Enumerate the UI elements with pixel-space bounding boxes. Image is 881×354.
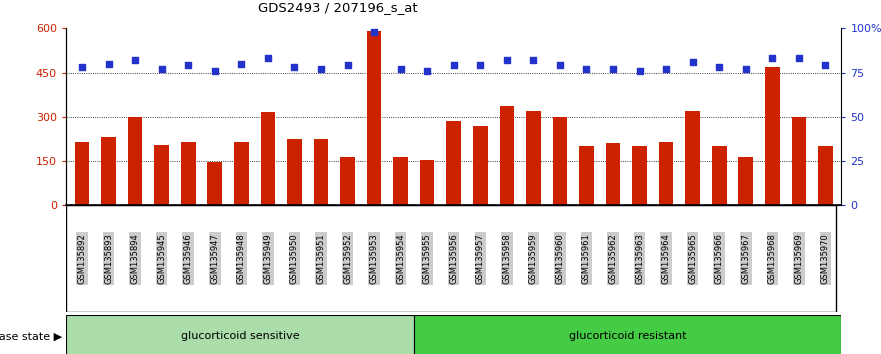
Text: GDS2493 / 207196_s_at: GDS2493 / 207196_s_at: [257, 1, 418, 14]
Text: GSM135947: GSM135947: [211, 233, 219, 284]
Text: GSM135969: GSM135969: [795, 233, 803, 284]
Bar: [340, 156, 355, 205]
Point: [234, 61, 248, 67]
Bar: [500, 107, 515, 205]
Point: [261, 56, 275, 61]
Point: [500, 57, 514, 63]
Point: [473, 63, 487, 68]
Text: GSM135965: GSM135965: [688, 233, 697, 284]
Text: GSM135953: GSM135953: [369, 233, 379, 284]
Point: [739, 66, 753, 72]
Point: [685, 59, 700, 65]
Text: GSM135893: GSM135893: [104, 233, 113, 284]
Bar: [552, 117, 567, 205]
Point: [580, 66, 594, 72]
Point: [367, 29, 381, 35]
Point: [154, 66, 168, 72]
Text: GSM135894: GSM135894: [130, 233, 139, 284]
Point: [447, 63, 461, 68]
Text: GSM135951: GSM135951: [316, 233, 325, 284]
Point: [101, 61, 115, 67]
Text: GSM135964: GSM135964: [662, 233, 670, 284]
Bar: [154, 145, 169, 205]
Bar: [473, 126, 487, 205]
Point: [659, 66, 673, 72]
Point: [553, 63, 567, 68]
Point: [208, 68, 222, 74]
Text: GSM135954: GSM135954: [396, 233, 405, 284]
Text: GSM135946: GSM135946: [184, 233, 193, 284]
Bar: [791, 117, 806, 205]
Point: [818, 63, 833, 68]
Point: [340, 63, 354, 68]
Text: GSM135966: GSM135966: [714, 233, 723, 284]
Text: GSM135962: GSM135962: [609, 233, 618, 284]
Point: [394, 66, 408, 72]
Bar: [287, 139, 301, 205]
Text: GSM135959: GSM135959: [529, 233, 538, 284]
Point: [420, 68, 434, 74]
Bar: [413, 315, 841, 354]
Bar: [420, 160, 434, 205]
Text: GSM135945: GSM135945: [157, 233, 167, 284]
Point: [633, 68, 647, 74]
Point: [712, 64, 726, 70]
Bar: [101, 137, 116, 205]
Point: [128, 57, 142, 63]
Bar: [765, 67, 780, 205]
Bar: [234, 142, 248, 205]
Text: GSM135948: GSM135948: [237, 233, 246, 284]
Bar: [66, 315, 413, 354]
Text: GSM135967: GSM135967: [741, 233, 751, 284]
Text: disease state ▶: disease state ▶: [0, 331, 62, 341]
Bar: [366, 31, 381, 205]
Text: GSM135963: GSM135963: [635, 233, 644, 284]
Bar: [75, 142, 89, 205]
Text: GSM135955: GSM135955: [423, 233, 432, 284]
Text: GSM135958: GSM135958: [502, 233, 511, 284]
Point: [606, 66, 620, 72]
Bar: [633, 146, 647, 205]
Text: GSM135970: GSM135970: [821, 233, 830, 284]
Point: [75, 64, 89, 70]
Point: [314, 66, 328, 72]
Bar: [261, 113, 275, 205]
Text: GSM135960: GSM135960: [555, 233, 565, 284]
Bar: [128, 117, 143, 205]
Point: [287, 64, 301, 70]
Bar: [685, 111, 700, 205]
Bar: [181, 142, 196, 205]
Bar: [579, 146, 594, 205]
Text: GSM135956: GSM135956: [449, 233, 458, 284]
Bar: [526, 111, 541, 205]
Bar: [606, 143, 620, 205]
Text: GSM135961: GSM135961: [582, 233, 591, 284]
Point: [181, 63, 196, 68]
Text: GSM135949: GSM135949: [263, 233, 272, 284]
Text: GSM135957: GSM135957: [476, 233, 485, 284]
Text: GSM135968: GSM135968: [768, 233, 777, 284]
Bar: [818, 146, 833, 205]
Point: [526, 57, 540, 63]
Bar: [659, 142, 673, 205]
Text: glucorticoid resistant: glucorticoid resistant: [568, 331, 686, 341]
Text: GSM135950: GSM135950: [290, 233, 299, 284]
Point: [792, 56, 806, 61]
Bar: [207, 162, 222, 205]
Text: GSM135952: GSM135952: [343, 233, 352, 284]
Bar: [447, 121, 461, 205]
Bar: [393, 156, 408, 205]
Text: glucorticoid sensitive: glucorticoid sensitive: [181, 331, 300, 341]
Bar: [314, 139, 329, 205]
Bar: [738, 156, 753, 205]
Point: [766, 56, 780, 61]
Text: GSM135892: GSM135892: [78, 233, 86, 284]
Bar: [712, 146, 727, 205]
